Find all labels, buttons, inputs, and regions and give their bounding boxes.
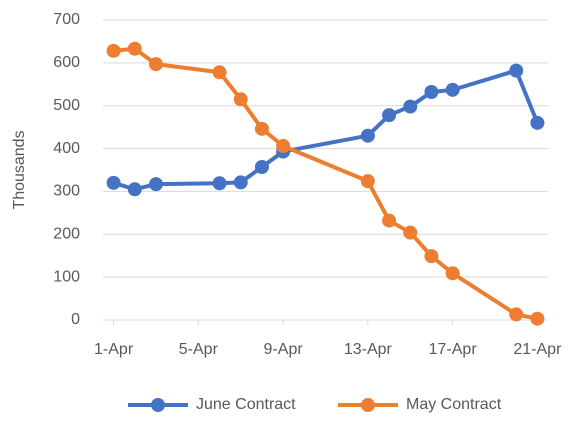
y-tick-label: 300: [53, 183, 80, 200]
data-point: [445, 266, 460, 281]
data-point: [360, 174, 375, 189]
data-point: [424, 249, 439, 264]
y-tick-label: 400: [53, 140, 80, 157]
y-tick-label: 700: [53, 11, 80, 28]
legend-label: May Contract: [406, 396, 502, 413]
data-point: [127, 182, 142, 197]
data-point: [106, 43, 121, 58]
data-point: [276, 139, 291, 153]
x-tick-label: 21-Apr: [513, 341, 562, 358]
data-point: [254, 160, 269, 174]
data-point: [403, 225, 418, 240]
data-point: [254, 121, 269, 136]
data-point: [382, 213, 397, 228]
data-point: [212, 176, 227, 191]
data-point: [403, 99, 418, 114]
x-tick-label: 9-Apr: [264, 341, 304, 358]
data-point: [106, 175, 121, 190]
legend-marker: [151, 398, 165, 412]
data-point: [509, 307, 524, 322]
data-point: [233, 175, 248, 190]
data-point: [212, 65, 227, 80]
data-point: [360, 128, 375, 143]
y-axis-title: Thousands: [11, 130, 28, 209]
x-tick-label: 1-Apr: [94, 341, 134, 358]
legend-marker: [361, 398, 375, 412]
data-point: [148, 177, 163, 192]
y-tick-label: 100: [53, 268, 80, 285]
data-point: [530, 115, 545, 130]
legend-label: June Contract: [196, 396, 296, 413]
data-point: [424, 85, 439, 99]
y-tick-label: 600: [53, 54, 80, 71]
data-point: [509, 63, 524, 78]
data-point: [382, 108, 397, 123]
data-point: [530, 311, 545, 326]
data-point: [148, 57, 163, 72]
data-point: [127, 41, 142, 56]
x-tick-label: 5-Apr: [179, 341, 219, 358]
series-line: [113, 68, 540, 192]
y-tick-label: 500: [53, 97, 80, 114]
data-point: [233, 92, 248, 107]
y-tick-label: 200: [53, 226, 80, 243]
y-tick-label: 0: [71, 311, 80, 328]
x-tick-label: 13-Apr: [344, 341, 393, 358]
x-tick-label: 17-Apr: [429, 341, 478, 358]
data-point: [445, 82, 460, 97]
